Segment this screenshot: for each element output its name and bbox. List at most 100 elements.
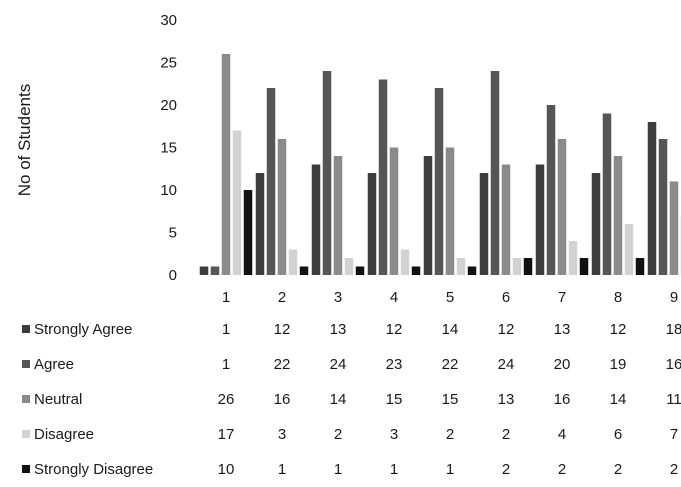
legend-entry: Neutral	[22, 382, 82, 417]
bar	[569, 241, 578, 275]
table-cell: 1	[318, 452, 358, 487]
y-tick-label: 30	[160, 12, 177, 29]
bar	[614, 156, 623, 275]
bar	[670, 182, 679, 276]
x-tick-label: 9	[670, 289, 678, 306]
bar	[244, 190, 253, 275]
bar	[580, 258, 589, 275]
series-name: Strongly Disagree	[34, 461, 153, 478]
table-cell: 2	[430, 417, 470, 452]
table-cell: 26	[206, 382, 246, 417]
table-cell: 12	[486, 312, 526, 347]
table-cell: 17	[206, 417, 246, 452]
table-cell: 16	[654, 347, 681, 382]
table-row: Neutral 26 16 14 15 15 13 16 14 11	[22, 382, 681, 417]
bar	[401, 250, 410, 276]
bar	[659, 139, 668, 275]
table-cell: 2	[654, 452, 681, 487]
table-cell: 14	[598, 382, 638, 417]
bar	[547, 105, 556, 275]
x-tick-label: 3	[334, 289, 342, 306]
table-cell: 2	[542, 452, 582, 487]
x-tick-label: 6	[502, 289, 510, 306]
bar	[648, 122, 657, 275]
bar	[368, 173, 377, 275]
bar	[625, 224, 634, 275]
bar	[345, 258, 354, 275]
bar	[211, 267, 220, 276]
table-cell: 1	[206, 312, 246, 347]
table-cell: 16	[542, 382, 582, 417]
table-cell: 24	[486, 347, 526, 382]
table-cell: 24	[318, 347, 358, 382]
table-cell: 13	[486, 382, 526, 417]
bar	[289, 250, 298, 276]
table-cell: 23	[374, 347, 414, 382]
table-cell: 2	[598, 452, 638, 487]
table-cell: 12	[374, 312, 414, 347]
table-cell: 3	[374, 417, 414, 452]
bar	[312, 165, 321, 276]
bar	[323, 71, 332, 275]
bar	[491, 71, 500, 275]
table-cell: 14	[318, 382, 358, 417]
bar	[592, 173, 601, 275]
table-cell: 15	[374, 382, 414, 417]
table-cell: 11	[654, 382, 681, 417]
table-cell: 7	[654, 417, 681, 452]
x-tick-label: 5	[446, 289, 454, 306]
table-cell: 6	[598, 417, 638, 452]
series-name: Neutral	[34, 391, 82, 408]
table-cell: 15	[430, 382, 470, 417]
bar	[603, 114, 612, 276]
y-tick-label: 5	[169, 225, 177, 242]
bar	[300, 267, 309, 276]
table-cell: 20	[542, 347, 582, 382]
legend-swatch	[22, 325, 30, 333]
table-cell: 16	[262, 382, 302, 417]
x-tick-label: 1	[222, 289, 230, 306]
bar	[524, 258, 533, 275]
bar	[636, 258, 645, 275]
table-cell: 1	[262, 452, 302, 487]
bar	[390, 148, 399, 276]
table-cell: 19	[598, 347, 638, 382]
bar	[435, 88, 444, 275]
table-cell: 2	[486, 452, 526, 487]
table-cell: 2	[318, 417, 358, 452]
legend-entry: Strongly Agree	[22, 312, 132, 347]
x-tick-label: 8	[614, 289, 622, 306]
table-cell: 2	[486, 417, 526, 452]
bar	[233, 131, 242, 276]
bar	[536, 165, 545, 276]
y-tick-label: 15	[160, 140, 177, 157]
bar	[446, 148, 455, 276]
legend-entry: Disagree	[22, 417, 94, 452]
bar	[468, 267, 477, 276]
bar	[278, 139, 287, 275]
legend-entry: Strongly Disagree	[22, 452, 153, 487]
table-cell: 10	[206, 452, 246, 487]
bar	[480, 173, 489, 275]
table-cell: 13	[542, 312, 582, 347]
bar	[256, 173, 265, 275]
x-tick-label: 4	[390, 289, 398, 306]
bar	[267, 88, 276, 275]
legend-swatch	[22, 465, 30, 473]
table-cell: 12	[262, 312, 302, 347]
table-cell: 1	[430, 452, 470, 487]
series-name: Agree	[34, 356, 74, 373]
table-cell: 18	[654, 312, 681, 347]
legend-swatch	[22, 430, 30, 438]
table-cell: 22	[430, 347, 470, 382]
legend-swatch	[22, 360, 30, 368]
table-cell: 1	[374, 452, 414, 487]
bar	[379, 80, 388, 276]
